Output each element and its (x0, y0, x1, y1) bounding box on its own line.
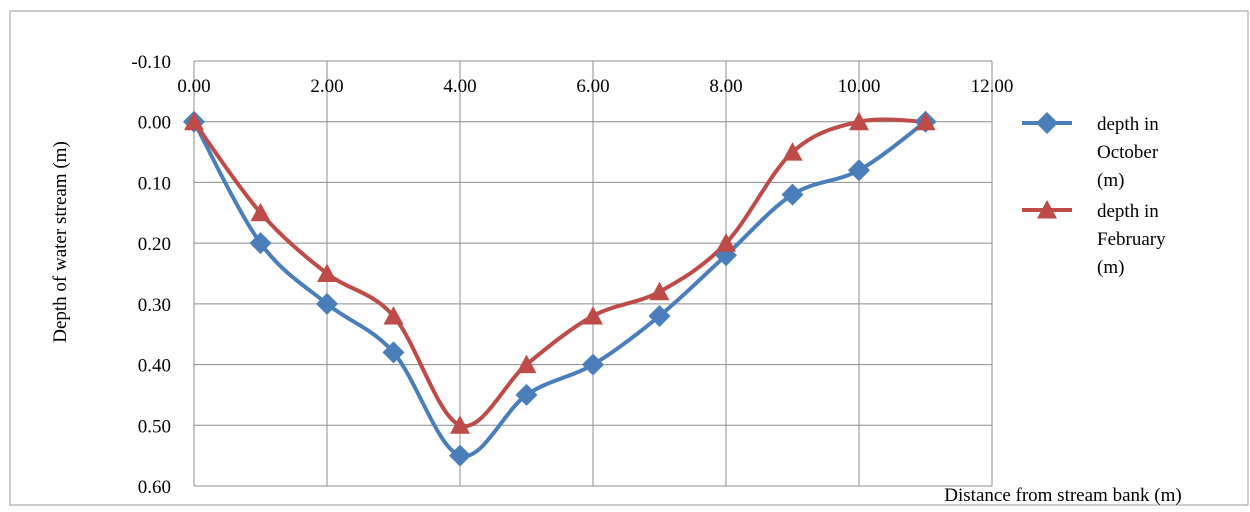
y-tick-label: -0.10 (131, 52, 171, 73)
y-tick-label: 0.40 (138, 356, 171, 377)
legend-label-february: February (1097, 229, 1166, 250)
y-tick-label: 0.00 (138, 113, 171, 134)
x-tick-labels: 0.00 2.00 4.00 6.00 8.00 10.00 12.00 (177, 76, 1013, 97)
x-axis-title: Distance from stream bank (m) (944, 485, 1181, 506)
y-tick-label: 0.20 (138, 234, 171, 255)
y-tick-label: 0.30 (138, 295, 171, 316)
legend-label-october: (m) (1097, 170, 1124, 191)
x-tick-label: 8.00 (709, 76, 742, 97)
data-point-february (317, 263, 337, 282)
data-point-february (250, 202, 271, 222)
data-point-february (716, 233, 736, 252)
legend-marker-october (1036, 112, 1058, 134)
chart-border (9, 10, 1249, 506)
legend-marker-february (1037, 200, 1057, 219)
y-tick-label: 0.10 (138, 173, 171, 194)
x-tick-label: 4.00 (443, 76, 476, 97)
x-tick-label: 0.00 (177, 76, 210, 97)
x-tick-label: 12.00 (971, 76, 1014, 97)
data-point-october (249, 232, 272, 255)
data-point-february (782, 142, 803, 161)
data-point-october (449, 444, 471, 467)
data-point-october (382, 341, 405, 364)
data-point-february (649, 281, 670, 301)
data-point-february (583, 306, 603, 325)
legend-label-february: (m) (1097, 257, 1124, 278)
legend-label-october: depth in (1097, 114, 1159, 135)
data-point-february (915, 111, 936, 131)
data-point-february (184, 111, 204, 131)
data-point-february (516, 354, 537, 374)
legend: depth in October (m) depth in February (m) (1022, 112, 1166, 278)
data-point-october (316, 292, 338, 315)
x-tick-label: 6.00 (576, 76, 609, 97)
gridlines (193, 60, 993, 487)
x-tick-label: 10.00 (838, 76, 881, 97)
legend-label-october: October (1097, 142, 1159, 163)
y-tick-label: 0.50 (138, 416, 171, 437)
data-point-october (515, 383, 538, 406)
y-tick-label: 0.60 (138, 477, 171, 498)
data-point-february (849, 111, 869, 131)
data-point-february (450, 415, 470, 434)
x-tick-label: 2.00 (310, 76, 343, 97)
legend-label-february: depth in (1097, 201, 1159, 222)
y-axis-title: Depth of water stream (m) (50, 141, 71, 343)
y-tick-labels: -0.10 0.00 0.10 0.20 0.30 0.40 0.50 0.60 (131, 52, 171, 498)
data-point-october (848, 159, 870, 182)
series-markers (183, 110, 937, 467)
data-point-february (383, 306, 404, 325)
data-point-october (582, 353, 604, 376)
data-point-october (781, 183, 804, 206)
data-point-october (648, 305, 671, 327)
